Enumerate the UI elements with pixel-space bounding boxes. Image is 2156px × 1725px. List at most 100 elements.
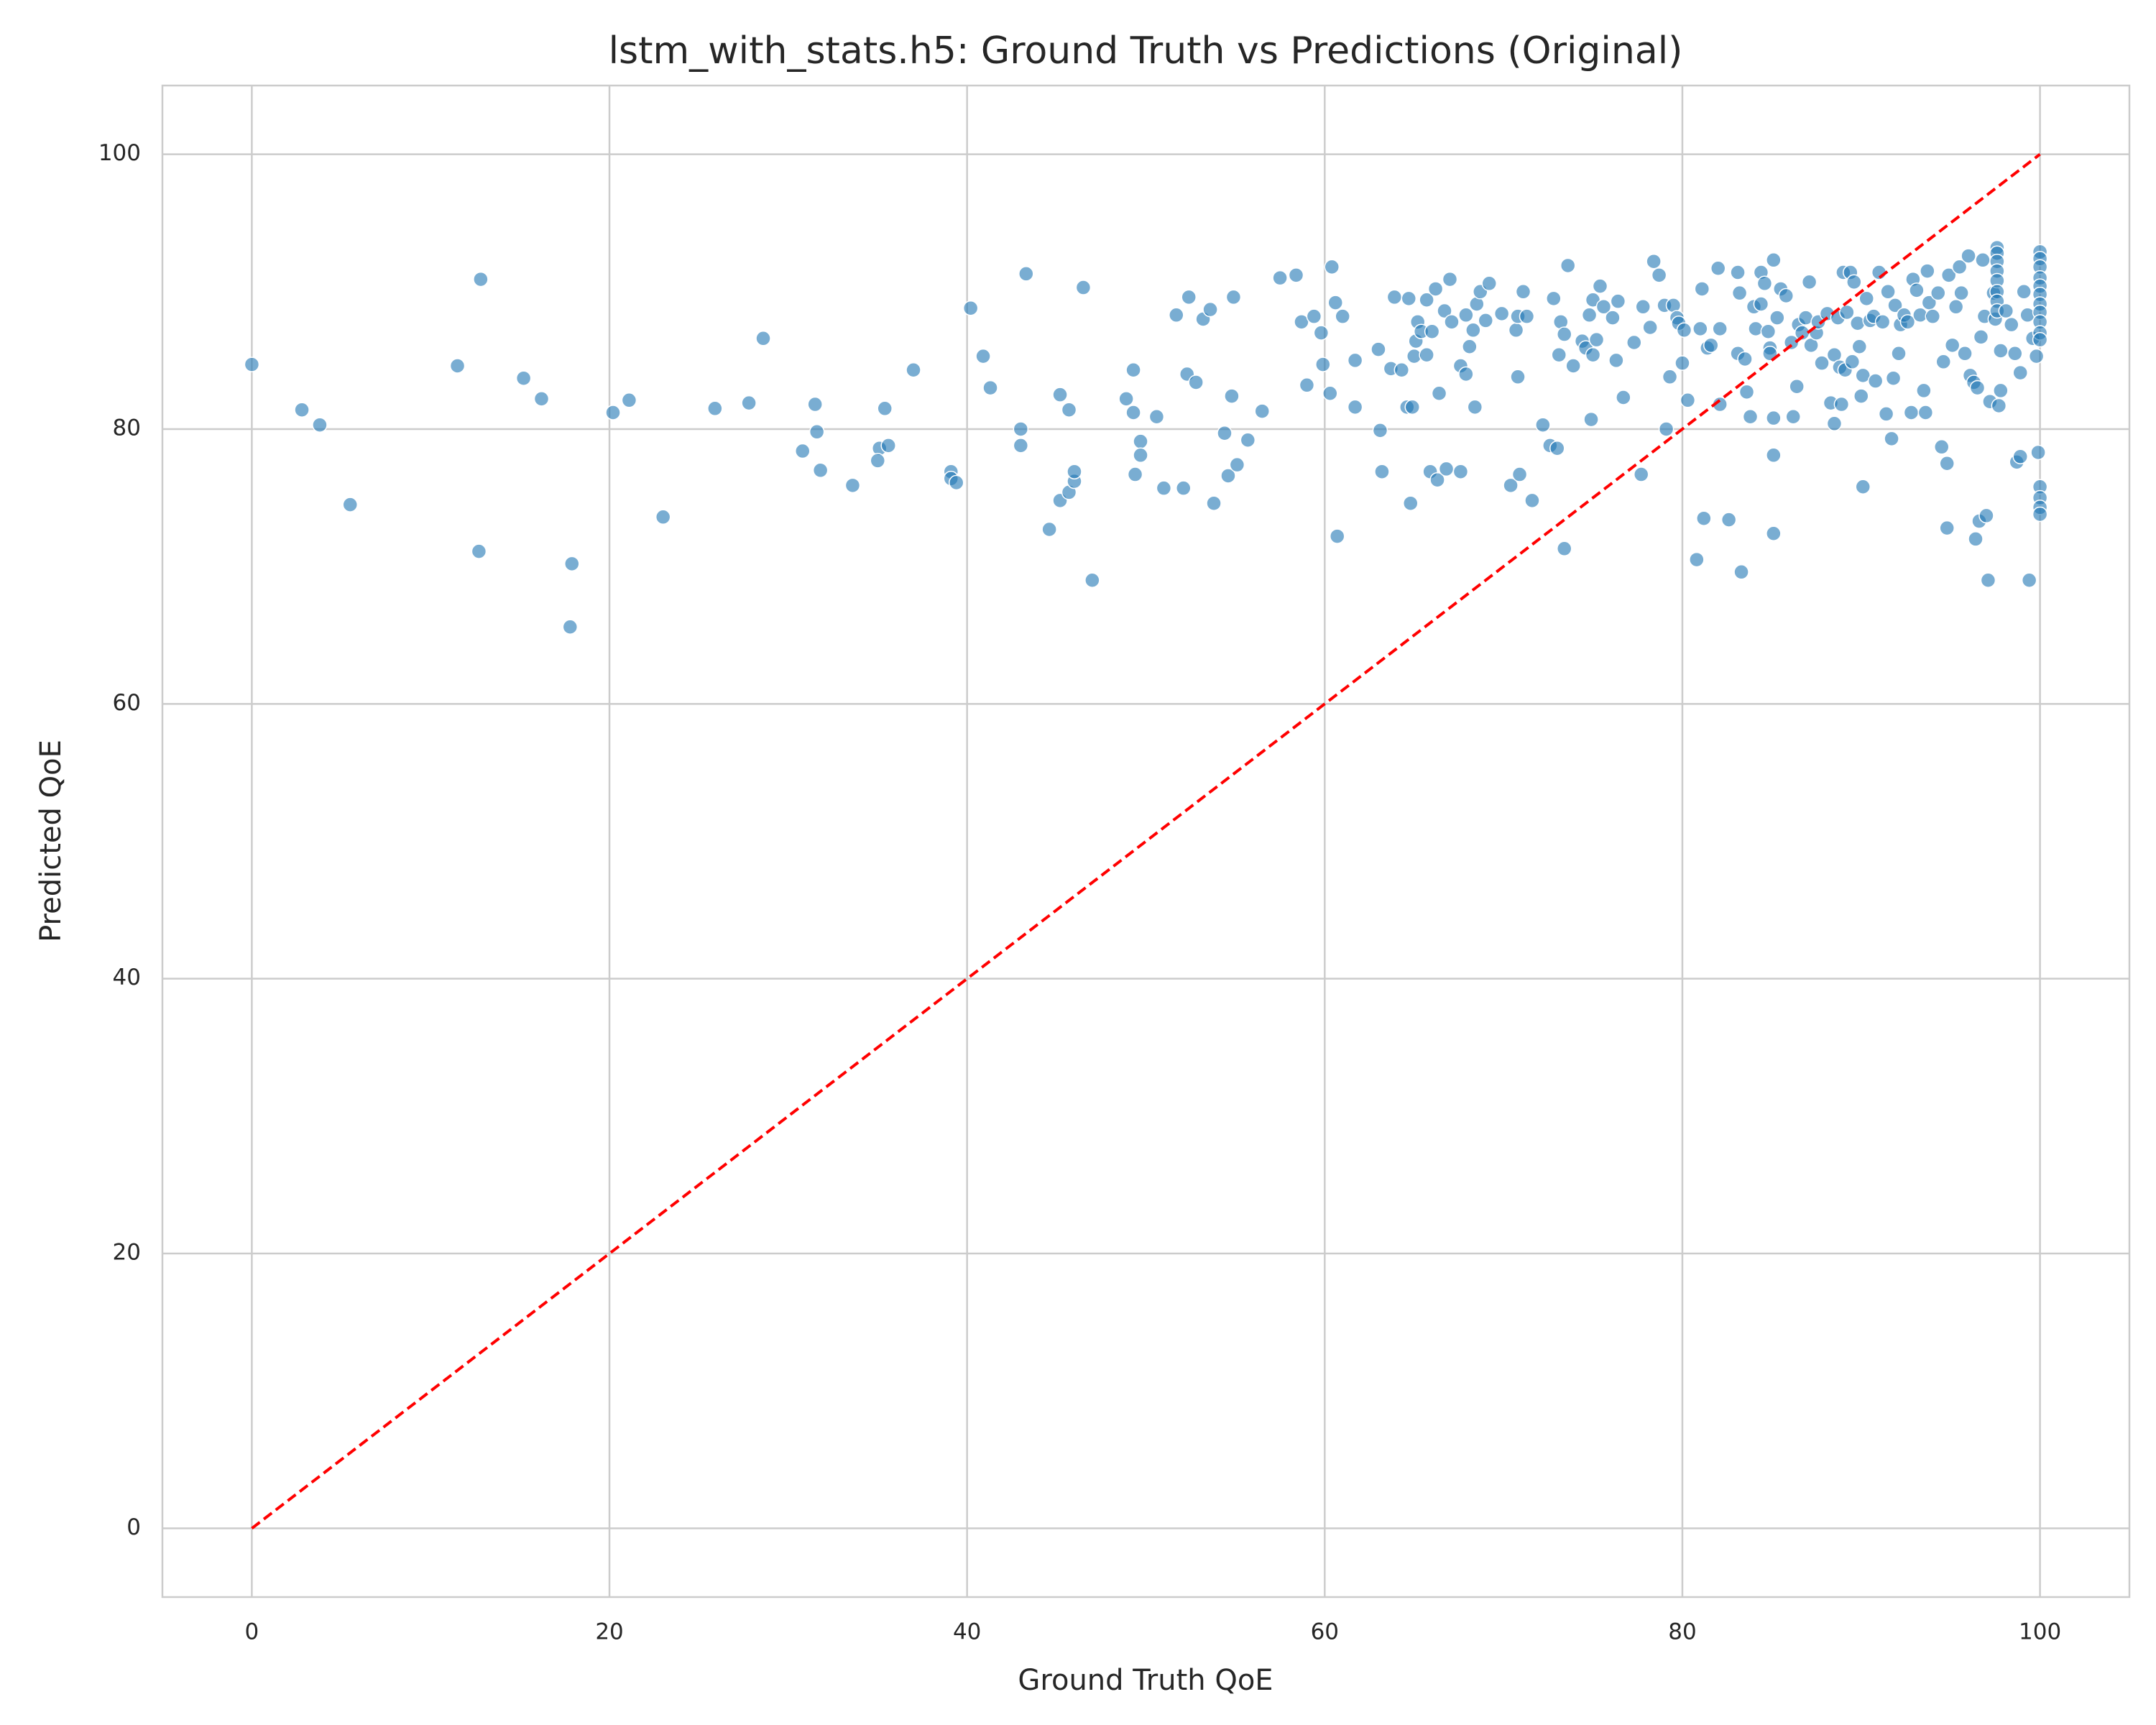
scatter-point <box>949 474 964 491</box>
scatter-point <box>1940 267 1957 283</box>
x-tick-label: 80 <box>1668 1619 1696 1645</box>
scatter-point <box>1973 329 1989 345</box>
scatter-point <box>707 400 723 417</box>
scatter-point <box>1176 480 1192 496</box>
scatter-point <box>1692 321 1708 337</box>
y-axis-label: Predicted QoE <box>34 740 68 942</box>
scatter-point <box>1229 456 1245 473</box>
scatter-point <box>1556 540 1572 557</box>
scatter-point <box>533 391 550 407</box>
scatter-point <box>1826 415 1843 432</box>
scatter-point <box>1549 440 1565 456</box>
scatter-point <box>1712 321 1728 337</box>
scatter-point <box>1386 289 1403 305</box>
scatter-point <box>1909 282 1925 298</box>
scatter-point <box>1846 274 1862 290</box>
scatter-point <box>1224 388 1240 404</box>
scatter-point <box>1467 399 1483 415</box>
scatter-point <box>1766 410 1782 426</box>
scatter-point <box>1753 296 1769 312</box>
scatter-point <box>975 348 991 364</box>
scatter-point <box>1588 331 1605 348</box>
scatter-point <box>812 462 829 479</box>
scatter-point <box>1710 260 1726 277</box>
scatter-point <box>1676 322 1692 339</box>
scatter-point <box>1018 266 1034 282</box>
scatter-point <box>1737 351 1753 367</box>
scatter-point <box>1347 399 1363 415</box>
scatter-point <box>1899 314 1916 330</box>
scatter-point <box>1789 378 1805 395</box>
scatter-point <box>1778 288 1795 304</box>
x-tick-label: 0 <box>245 1619 259 1645</box>
scatter-point <box>1438 461 1455 477</box>
scatter-point <box>1651 267 1667 283</box>
scatter-point <box>1481 275 1497 292</box>
scatter-point <box>1998 303 2014 319</box>
scatter-point <box>1878 406 1894 422</box>
scatter-point <box>1975 252 1991 268</box>
scatter-point <box>1220 468 1236 484</box>
scatter-point <box>1874 314 1891 330</box>
scatter-point <box>1013 421 1029 437</box>
scatter-point <box>1217 425 1233 441</box>
scatter-point <box>1515 284 1531 300</box>
scatter-point <box>1662 369 1678 385</box>
scatter-point <box>1419 346 1434 363</box>
scatter-point <box>1730 264 1746 280</box>
scatter-point <box>1511 466 1528 482</box>
scatter-point <box>1393 362 1410 378</box>
scatter-point <box>1933 439 1950 455</box>
scatter-point <box>1535 417 1551 433</box>
scatter-point <box>1442 271 1458 288</box>
scatter-point <box>1920 263 1935 279</box>
scatter-point <box>1084 572 1100 589</box>
scatter-point <box>1206 495 1222 511</box>
x-tick-label: 40 <box>953 1619 981 1645</box>
scatter-point <box>877 400 893 417</box>
scatter-point <box>605 405 621 420</box>
scatter-point <box>870 453 886 469</box>
scatter-point <box>1374 464 1390 479</box>
scatter-point <box>1156 480 1172 496</box>
scatter-point <box>1801 274 1818 290</box>
scatter-point <box>1957 346 1973 362</box>
scatter-point <box>755 331 771 346</box>
scatter-point <box>1404 399 1420 415</box>
scatter-point <box>1347 352 1363 369</box>
scatter-point <box>1585 292 1601 308</box>
scatter-point <box>1733 564 1749 580</box>
scatter-point <box>1887 298 1903 313</box>
scatter-point <box>471 543 487 559</box>
scatter-point <box>1689 551 1705 568</box>
scatter-point <box>1968 531 1984 547</box>
reference-line <box>251 153 2041 1530</box>
scatter-point <box>1783 334 1800 351</box>
scatter-point <box>1458 307 1474 323</box>
scatter-point <box>1766 525 1782 542</box>
scatter-point <box>473 271 489 288</box>
scatter-point <box>1993 343 2009 359</box>
scatter-point <box>1674 355 1690 371</box>
scatter-point <box>1315 356 1331 372</box>
scatter-point <box>1961 248 1976 264</box>
scatter-point <box>1458 366 1474 382</box>
scatter-point <box>1766 447 1782 464</box>
scatter-point <box>1939 456 1955 472</box>
scatter-point <box>1880 284 1896 300</box>
scatter-point <box>1556 326 1572 342</box>
scatter-point <box>1013 438 1029 454</box>
scatter-point <box>1503 477 1519 494</box>
scatter-point <box>1370 341 1386 357</box>
scatter-point <box>1993 382 2009 399</box>
x-axis-label: Ground Truth QoE <box>1018 1664 1273 1697</box>
scatter-point <box>1626 334 1642 351</box>
scatter-point <box>1585 346 1601 363</box>
scatter-point <box>1313 325 1330 341</box>
scatter-point <box>1953 285 1969 301</box>
scatter-point <box>1565 358 1581 374</box>
scatter-point <box>1125 405 1141 420</box>
scatter-point <box>1551 346 1567 363</box>
